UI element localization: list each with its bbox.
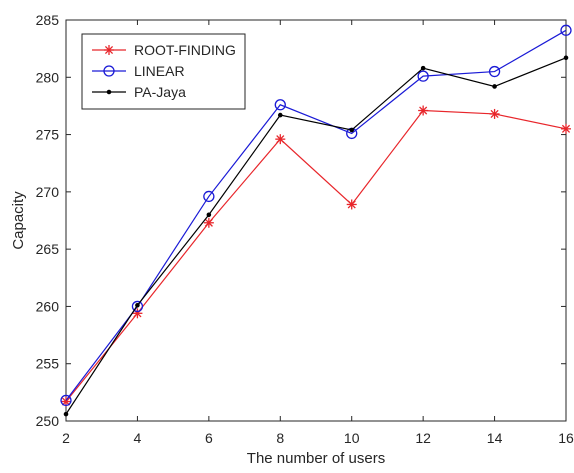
legend-label: LINEAR	[134, 63, 185, 79]
data-point	[63, 411, 69, 417]
y-axis-label: Capacity	[10, 191, 27, 250]
y-tick-label: 280	[36, 69, 60, 85]
x-tick-label: 4	[134, 430, 142, 446]
y-tick-label: 255	[36, 356, 60, 372]
y-tick-label: 250	[36, 413, 60, 429]
data-point	[560, 24, 572, 36]
data-point	[203, 217, 214, 228]
series-layer	[60, 24, 572, 417]
legend: ROOT-FINDING LINEAR PA-Jaya	[81, 33, 246, 110]
y-tick-label: 265	[36, 241, 60, 257]
y-tick-label: 275	[36, 127, 60, 143]
series-line	[65, 109, 567, 402]
x-tick-label: 8	[276, 430, 284, 446]
series-1	[60, 24, 572, 407]
data-point	[275, 134, 286, 145]
data-point	[349, 127, 355, 133]
data-point	[135, 302, 140, 308]
x-tick-label: 10	[344, 430, 360, 446]
legend-marker	[103, 65, 115, 77]
series-2	[63, 55, 569, 417]
series-line	[65, 57, 567, 415]
legend-item: ROOT-FINDING	[92, 42, 236, 58]
data-point	[274, 99, 286, 111]
data-point	[206, 212, 212, 218]
x-tick-label: 2	[62, 430, 70, 446]
data-point	[60, 394, 72, 407]
data-point	[203, 190, 215, 203]
x-axis: 2 4 6 8 10 12 14 16	[62, 20, 574, 446]
data-point	[561, 123, 571, 134]
legend-marker	[106, 89, 112, 95]
legend-item: PA-Jaya	[92, 84, 186, 100]
data-point	[418, 105, 429, 116]
legend-marker	[104, 45, 114, 55]
x-tick-label: 14	[487, 430, 503, 446]
x-tick-label: 16	[558, 430, 574, 446]
x-tick-label: 6	[205, 430, 213, 446]
legend-item: LINEAR	[92, 63, 185, 79]
series-line	[65, 29, 567, 401]
x-axis-label: The number of users	[247, 450, 385, 467]
data-point	[563, 55, 569, 61]
legend-label: PA-Jaya	[134, 84, 186, 100]
y-axis: 250 255 260 265 270 275 280 285	[36, 12, 566, 429]
data-point	[417, 70, 429, 82]
data-point	[277, 112, 283, 118]
data-point	[492, 84, 497, 89]
legend-label: ROOT-FINDING	[134, 42, 236, 58]
y-tick-label: 270	[36, 184, 60, 200]
data-point	[488, 65, 501, 78]
data-point	[131, 300, 144, 313]
y-tick-label: 260	[36, 298, 60, 314]
data-point	[489, 108, 500, 119]
x-tick-label: 12	[415, 430, 431, 446]
data-point	[346, 199, 357, 210]
series-0	[61, 105, 571, 407]
y-tick-label: 285	[36, 12, 60, 28]
data-point	[420, 65, 426, 71]
